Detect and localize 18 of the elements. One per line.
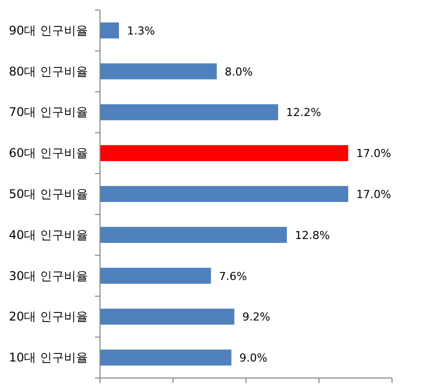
data-label: 9.2% (242, 310, 270, 324)
y-tick-label: 80대 인구비율 (8, 64, 88, 78)
y-tick-label: 30대 인구비율 (8, 268, 88, 283)
data-label: 12.8% (294, 228, 330, 242)
data-label: 9.0% (239, 352, 268, 365)
data-label: 8.0% (224, 65, 253, 78)
data-label: 12.2% (286, 106, 322, 120)
y-tick-label: 10대 인구비율 (8, 350, 88, 365)
data-label: 7.6% (218, 270, 247, 283)
y-tick-label: 90대 인구비율 (8, 23, 88, 38)
y-tick-label: 60대 인구비율 (8, 146, 88, 160)
data-label: 1.3% (126, 24, 155, 38)
y-tick-label: 40대 인구비율 (8, 228, 88, 242)
y-tick-label: 20대 인구비율 (8, 310, 88, 324)
y-tick-label: 50대 인구비율 (8, 187, 88, 201)
y-tick-label: 70대 인구비율 (8, 105, 88, 120)
data-label: 17.0% (356, 147, 392, 160)
data-label: 17.0% (356, 188, 392, 201)
